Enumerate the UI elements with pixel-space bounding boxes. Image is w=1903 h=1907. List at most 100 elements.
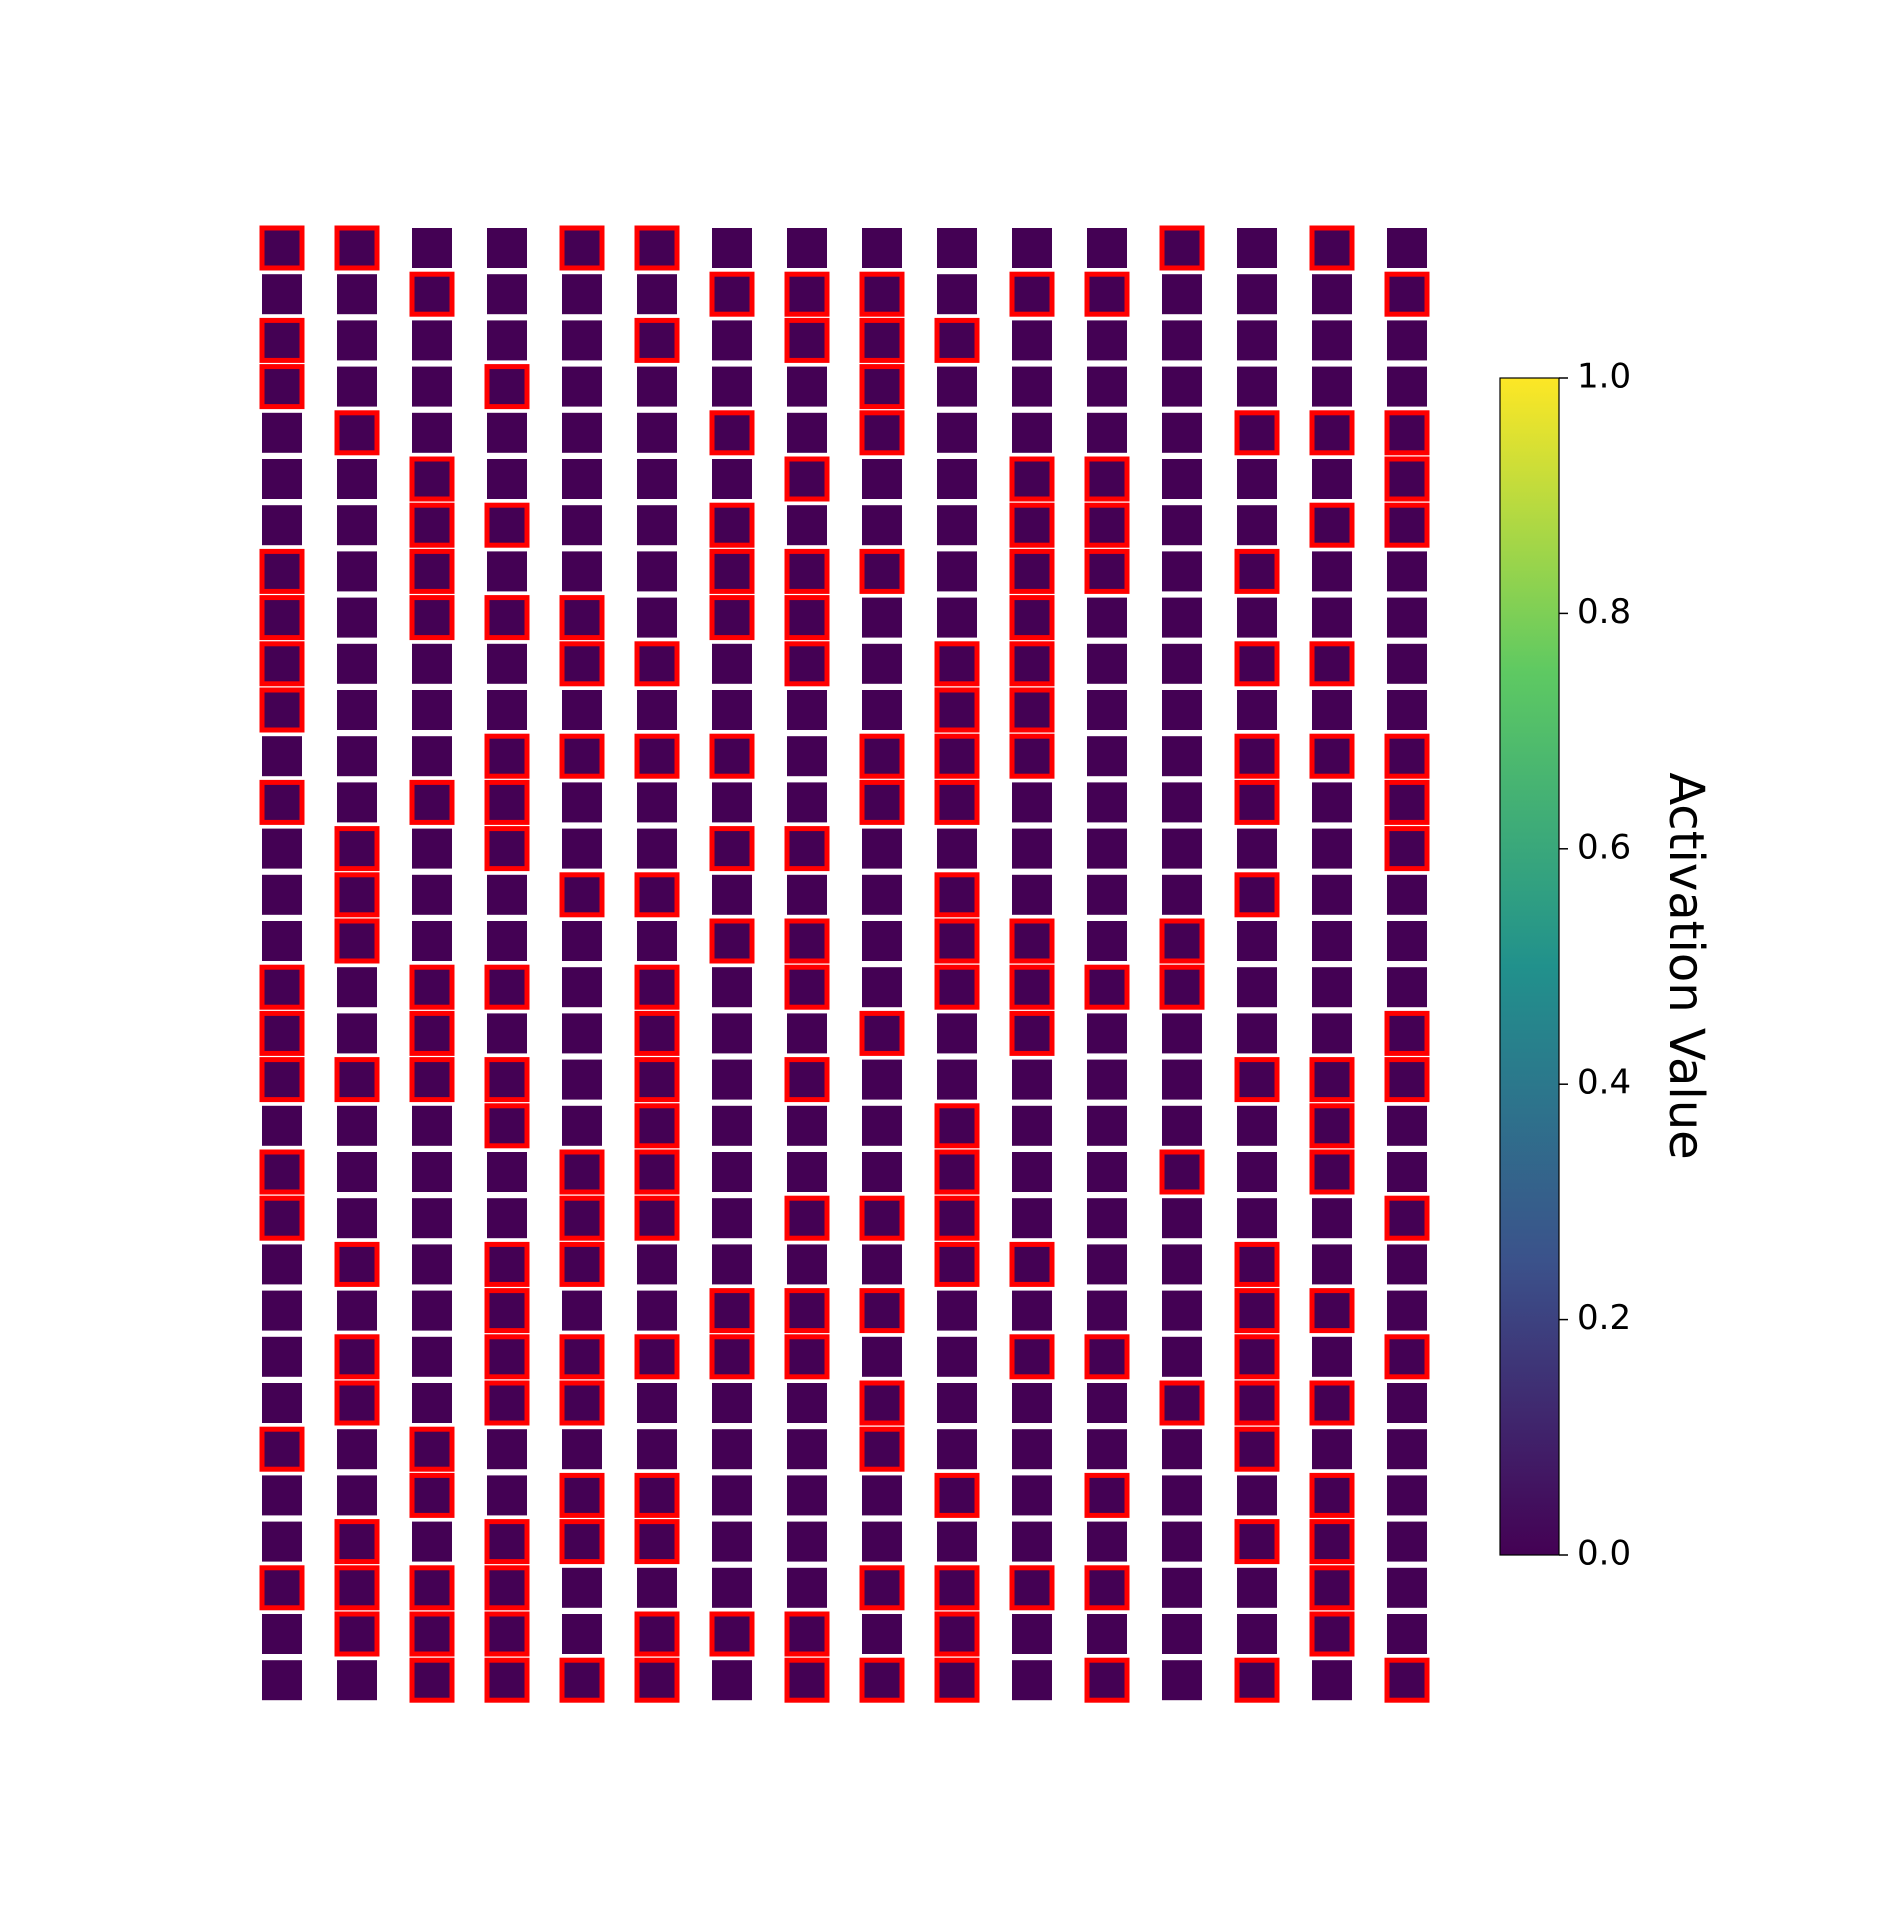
activation-map	[634, 1195, 680, 1241]
activation-map	[262, 1105, 302, 1146]
activation-map	[634, 1334, 680, 1380]
activation-map	[1012, 782, 1052, 823]
activation-map	[262, 459, 302, 499]
activation-map	[1087, 1152, 1127, 1192]
activation-map	[1087, 874, 1127, 915]
activation-map	[559, 595, 605, 641]
activation-map	[712, 1059, 752, 1100]
activation-map	[784, 964, 830, 1010]
activation-map	[634, 1010, 680, 1056]
activation-map	[1087, 921, 1127, 961]
colorbar-tick-label: 0.0	[1577, 1534, 1631, 1574]
activation-map	[934, 1149, 980, 1195]
activation-map	[1084, 1657, 1130, 1703]
activation-map	[1162, 828, 1202, 869]
activation-map	[409, 502, 455, 548]
activation-map	[1162, 1660, 1202, 1701]
activation-map	[562, 274, 602, 315]
activation-map	[937, 412, 977, 453]
activation-map	[259, 1426, 305, 1472]
colorbar-tick-label: 0.2	[1577, 1298, 1631, 1338]
activation-map	[259, 1057, 305, 1103]
activation-map	[412, 643, 452, 684]
activation-map	[1012, 228, 1052, 268]
activation-map	[1309, 733, 1355, 779]
activation-map	[712, 967, 752, 1008]
activation-map	[1162, 1059, 1202, 1100]
activation-map	[262, 412, 302, 453]
activation-map	[337, 505, 377, 546]
activation-map	[412, 1290, 452, 1331]
activation-map	[1012, 1521, 1052, 1562]
activation-map	[1012, 828, 1052, 869]
activation-map	[484, 1334, 530, 1380]
activation-map	[1384, 1657, 1430, 1703]
activation-map	[337, 274, 377, 315]
activation-map	[337, 782, 377, 823]
activation-map	[1387, 1290, 1427, 1331]
activation-map	[862, 459, 902, 499]
activation-map	[784, 271, 830, 317]
activation-map	[937, 1521, 977, 1562]
activation-map	[634, 1657, 680, 1703]
activation-map	[934, 779, 980, 825]
activation-map	[859, 1565, 905, 1611]
activation-map	[1012, 874, 1052, 915]
activation-map	[262, 505, 302, 546]
activation-map	[859, 1657, 905, 1703]
activation-map	[1237, 967, 1277, 1008]
activation-map	[1384, 271, 1430, 317]
activation-map	[1312, 782, 1352, 823]
activation-map	[334, 1334, 380, 1380]
activation-map	[1237, 1475, 1277, 1516]
activation-map	[1384, 826, 1430, 872]
activation-map	[1312, 320, 1352, 361]
activation-map	[1384, 456, 1430, 502]
activation-map	[934, 733, 980, 779]
activation-map	[1309, 502, 1355, 548]
activation-map	[1312, 1013, 1352, 1054]
activation-map	[1012, 1660, 1052, 1701]
activation-map	[1009, 271, 1055, 317]
activation-map	[1309, 1288, 1355, 1334]
activation-map	[1162, 736, 1202, 777]
activation-map	[1387, 320, 1427, 361]
activation-map	[412, 874, 452, 915]
activation-map	[559, 1380, 605, 1426]
activation-map	[934, 1565, 980, 1611]
activation-map	[709, 271, 755, 317]
activation-map	[487, 1429, 527, 1470]
activation-map	[334, 872, 380, 918]
activation-map	[262, 1383, 302, 1423]
activation-map	[562, 828, 602, 869]
activation-map	[337, 1429, 377, 1470]
activation-map	[937, 366, 977, 407]
activation-map	[862, 1336, 902, 1377]
activation-map	[937, 1336, 977, 1377]
activation-map	[562, 1059, 602, 1100]
activation-map	[862, 597, 902, 638]
activation-map	[1012, 1152, 1052, 1192]
activation-map	[262, 274, 302, 315]
activation-map	[1087, 366, 1127, 407]
activation-map	[637, 505, 677, 546]
activation-map	[487, 690, 527, 730]
activation-map	[559, 641, 605, 687]
activation-map	[337, 597, 377, 638]
activation-map	[334, 1380, 380, 1426]
activation-map	[409, 1426, 455, 1472]
activation-map	[712, 1567, 752, 1608]
activation-map	[1087, 828, 1127, 869]
activation-map	[259, 1195, 305, 1241]
activation-map	[562, 1429, 602, 1470]
activation-map	[862, 921, 902, 961]
activation-map	[1087, 1521, 1127, 1562]
activation-map	[559, 733, 605, 779]
activation-map	[1309, 1472, 1355, 1518]
activation-map	[787, 690, 827, 730]
activation-map	[1237, 1152, 1277, 1192]
activation-map	[409, 964, 455, 1010]
activation-map	[412, 1336, 452, 1377]
activation-map	[484, 502, 530, 548]
activation-map	[937, 1013, 977, 1054]
